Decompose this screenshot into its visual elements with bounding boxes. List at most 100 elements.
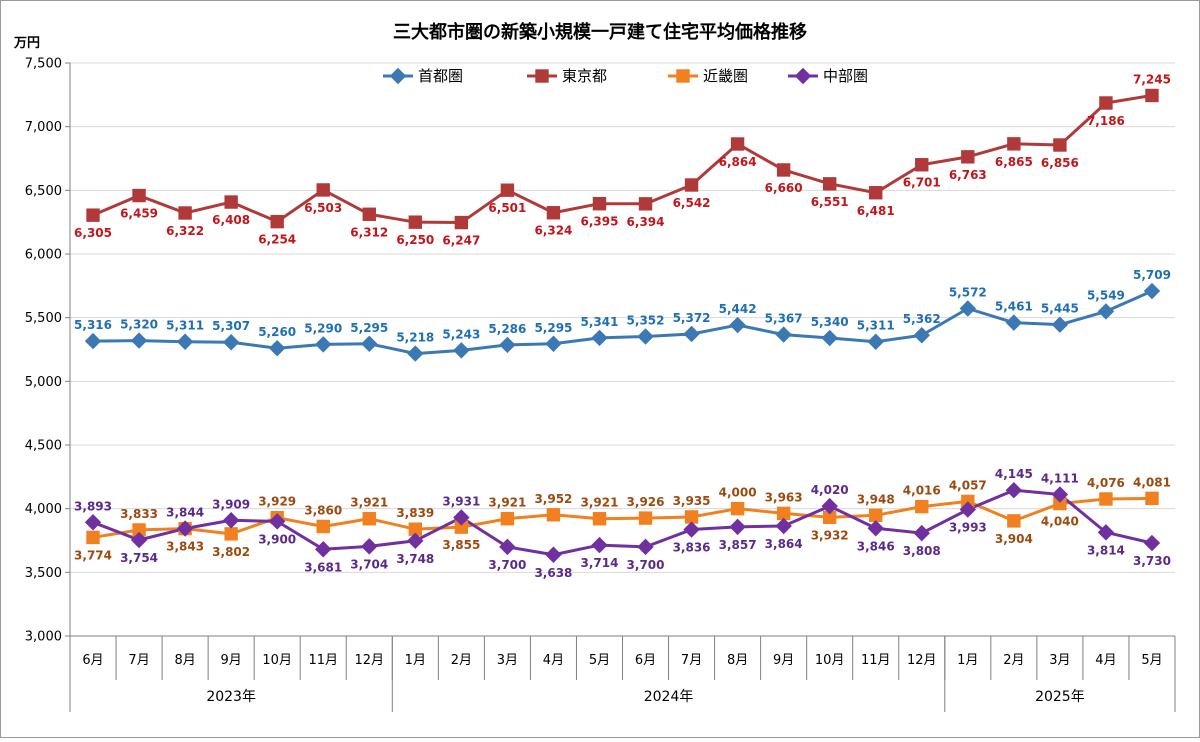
data-label: 3,754 bbox=[120, 551, 158, 565]
data-point bbox=[1097, 303, 1115, 320]
data-point bbox=[315, 336, 332, 353]
data-label: 7,245 bbox=[1133, 72, 1171, 86]
data-point bbox=[1007, 514, 1021, 528]
data-label: 3,774 bbox=[74, 548, 112, 562]
data-point bbox=[591, 536, 608, 554]
legend-label: 中部圏 bbox=[823, 67, 868, 85]
data-label: 5,445 bbox=[1041, 302, 1079, 316]
y-tick-label: 3,000 bbox=[25, 630, 62, 645]
data-label: 3,839 bbox=[396, 506, 434, 520]
data-label: 5,549 bbox=[1087, 288, 1125, 302]
data-point bbox=[961, 150, 975, 164]
y-axis-ticks: 3,000 3,500 4,000 4,500 5,000 5,500 6,000 6,500… bbox=[25, 57, 70, 645]
data-point bbox=[684, 178, 699, 192]
year-group-label: 2023年 bbox=[206, 689, 256, 705]
data-label: 3,833 bbox=[120, 507, 158, 521]
series-line bbox=[92, 93, 1153, 225]
x-tick-label: 11月 bbox=[861, 653, 891, 668]
data-label: 3,681 bbox=[304, 560, 342, 574]
data-point bbox=[407, 532, 424, 549]
data-point bbox=[1099, 492, 1113, 506]
data-label: 6,408 bbox=[212, 213, 250, 227]
data-point bbox=[408, 215, 423, 229]
data-label: 5,372 bbox=[673, 311, 711, 325]
data-point bbox=[1143, 534, 1161, 552]
data-label: 6,865 bbox=[995, 155, 1033, 169]
data-point bbox=[454, 215, 469, 230]
data-point bbox=[545, 546, 562, 563]
data-label: 6,305 bbox=[74, 226, 112, 240]
data-label: 3,921 bbox=[580, 496, 618, 510]
data-label: 5,311 bbox=[166, 319, 204, 333]
data-label: 4,040 bbox=[1041, 515, 1079, 529]
data-label: 6,501 bbox=[488, 201, 526, 215]
data-label: 3,935 bbox=[673, 494, 711, 508]
data-point bbox=[729, 518, 746, 536]
data-label: 6,551 bbox=[811, 195, 849, 209]
data-point bbox=[84, 514, 102, 531]
x-tick-label: 3月 bbox=[497, 653, 518, 668]
data-label: 3,948 bbox=[857, 492, 895, 506]
data-label: 5,362 bbox=[903, 312, 941, 326]
data-point bbox=[362, 207, 376, 221]
data-label: 3,963 bbox=[765, 490, 803, 504]
x-tick-label: 9月 bbox=[773, 653, 794, 668]
x-tick-label: 12月 bbox=[907, 653, 937, 668]
data-label: 4,076 bbox=[1087, 476, 1125, 490]
x-tick-label: 12月 bbox=[354, 653, 384, 668]
data-label: 3,893 bbox=[74, 499, 112, 513]
data-label: 5,341 bbox=[580, 315, 618, 329]
data-point bbox=[684, 510, 699, 524]
data-point bbox=[637, 538, 654, 556]
data-point bbox=[224, 527, 238, 541]
data-point bbox=[776, 163, 791, 177]
data-labels: 5,316 5,320 5,311 5,307 5,260 5,290 5,295 5,218… bbox=[74, 72, 1171, 579]
data-point bbox=[869, 186, 883, 200]
data-label: 6,394 bbox=[627, 215, 665, 229]
series-lines bbox=[92, 93, 1153, 557]
data-point bbox=[132, 188, 146, 203]
data-point bbox=[959, 300, 977, 317]
data-point bbox=[869, 508, 883, 522]
y-tick-label: 6,500 bbox=[25, 184, 62, 199]
data-point bbox=[638, 511, 653, 525]
legend-marker bbox=[535, 69, 549, 83]
data-point bbox=[915, 499, 929, 514]
data-point bbox=[178, 206, 192, 220]
x-tick-label: 9月 bbox=[221, 653, 242, 668]
data-point bbox=[775, 326, 792, 343]
data-label: 4,000 bbox=[719, 486, 757, 500]
data-point bbox=[1051, 486, 1069, 503]
data-label: 3,638 bbox=[534, 566, 572, 580]
data-point bbox=[500, 183, 515, 197]
data-point bbox=[821, 329, 838, 347]
data-point bbox=[913, 524, 930, 542]
data-point bbox=[775, 517, 792, 535]
data-point bbox=[730, 501, 745, 516]
data-label: 5,352 bbox=[627, 314, 665, 328]
data-point bbox=[546, 508, 561, 522]
data-label: 3,843 bbox=[166, 540, 204, 554]
data-label: 6,856 bbox=[1041, 156, 1079, 170]
data-label: 6,660 bbox=[765, 181, 803, 195]
data-label: 3,836 bbox=[673, 541, 711, 555]
legend-label: 近畿圏 bbox=[703, 67, 748, 85]
y-tick-label: 6,000 bbox=[25, 248, 62, 263]
data-label: 5,295 bbox=[350, 321, 388, 335]
data-label: 6,459 bbox=[120, 207, 158, 221]
y-tick-label: 7,000 bbox=[25, 120, 62, 135]
data-point bbox=[1053, 138, 1067, 152]
x-tick-label: 8月 bbox=[727, 653, 748, 668]
data-point bbox=[730, 137, 745, 151]
data-point bbox=[315, 541, 332, 558]
data-point bbox=[913, 327, 930, 344]
data-label: 3,700 bbox=[627, 558, 665, 572]
data-label: 5,311 bbox=[857, 319, 895, 333]
data-label: 5,243 bbox=[442, 327, 480, 341]
data-point bbox=[637, 328, 654, 345]
data-label: 6,701 bbox=[903, 176, 941, 190]
data-point bbox=[683, 325, 700, 343]
data-label: 6,312 bbox=[350, 225, 388, 239]
